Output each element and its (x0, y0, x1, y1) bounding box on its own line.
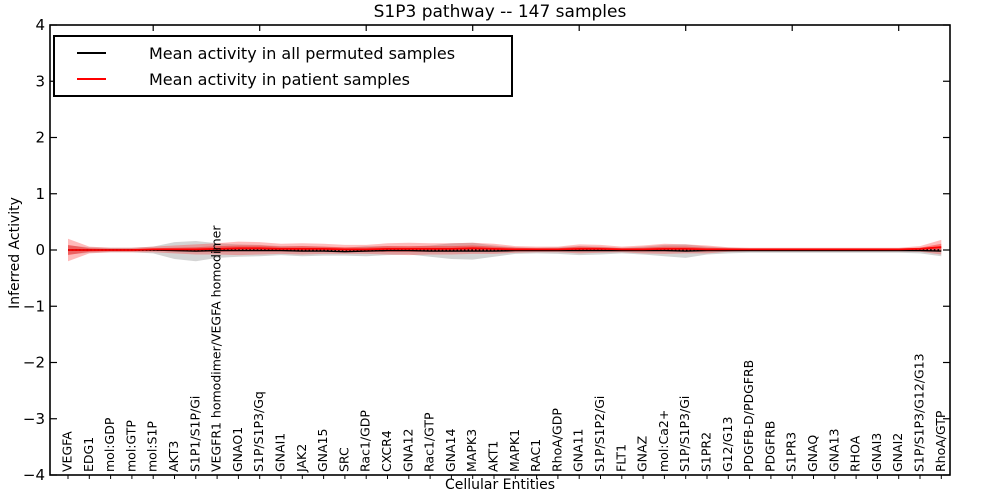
x-tick-label: S1P/S1P3/G12/G13 (912, 353, 927, 472)
x-tick-label: AKT3 (166, 441, 181, 472)
series-line-layer (68, 246, 942, 253)
x-tick-label: Rac1/GDP (358, 410, 373, 472)
x-tick-label: S1P1/S1P/Gi (187, 396, 202, 472)
x-tick-label: GNAI3 (869, 433, 884, 472)
x-tick-label: GNAQ (805, 435, 820, 472)
x-tick-label: GNA12 (400, 429, 415, 473)
legend-box: Mean activity in all permuted samples Me… (53, 35, 513, 97)
y-tick-label: 3 (35, 72, 45, 90)
x-tick-label: GNAZ (635, 436, 650, 472)
x-tick-label: MAPK3 (464, 429, 479, 472)
x-tick-label: G12/G13 (720, 417, 735, 472)
x-tick-label: RAC1 (528, 439, 543, 472)
permuted-line-swatch (77, 52, 106, 54)
x-tick-label: GNA13 (826, 429, 841, 473)
y-tick-label: −1 (23, 297, 45, 315)
y-tick-label: −3 (23, 410, 45, 428)
x-tick-label: FLT1 (613, 444, 628, 472)
patient-line-swatch (77, 78, 106, 80)
x-tick-label: mol:S1P (145, 421, 160, 472)
legend-entry-permuted: Mean activity in all permuted samples (55, 40, 511, 66)
x-axis-label: Cellular Entities (444, 477, 556, 493)
x-tick-label: GNAO1 (230, 427, 245, 472)
x-tick-label: MAPK1 (507, 429, 522, 472)
x-tick-label: VEGFR1 homodimer/VEGFA homodimer (209, 225, 224, 472)
x-tick-label: PDGFRB (762, 421, 777, 472)
x-tick-label: AKT1 (486, 441, 501, 472)
x-tick-label: JAK2 (294, 444, 309, 473)
x-tick-label: GNA15 (315, 429, 330, 473)
y-tick-label: 0 (35, 241, 45, 259)
x-tick-label: S1P/S1P2/Gi (592, 396, 607, 472)
x-tick-labels: VEGFA EDG1 mol:GDP mol:GTP mol:S1P AKT3 S1P1/S… (60, 225, 948, 473)
legend-entry-patient: Mean activity in patient samples (55, 66, 511, 92)
y-tick-label: 1 (35, 185, 45, 203)
permuted-mean-line (68, 249, 942, 253)
legend-label-patient: Mean activity in patient samples (149, 69, 410, 89)
x-tick-label: S1PR2 (699, 432, 714, 472)
y-tick-label: −4 (23, 466, 45, 484)
x-tick-label: GNA14 (443, 428, 458, 472)
x-tick-label: GNAI1 (273, 433, 288, 472)
x-tick-label: VEGFA (60, 431, 75, 472)
x-tick-label: CXCR4 (379, 430, 394, 472)
patient-mean-line (68, 246, 942, 251)
x-tick-label: S1P/S1P3/Gq (251, 391, 266, 472)
x-tick-label: mol:GDP (102, 417, 117, 472)
x-tick-label: EDG1 (81, 437, 96, 472)
x-tick-label: GNAI2 (890, 433, 905, 472)
x-tick-label: RhoA/GDP (549, 408, 564, 472)
x-tick-label: RhoA/GTP (933, 410, 948, 472)
x-tick-label: S1P/S1P3/Gi (677, 396, 692, 472)
x-tick-label: GNA11 (571, 429, 586, 473)
legend-label-permuted: Mean activity in all permuted samples (149, 43, 456, 63)
y-tick-labels: 4 3 2 1 0 −1 −2 −3 −4 (23, 16, 45, 484)
y-axis-label: Inferred Activity (7, 197, 23, 309)
x-tick-label: Rac1/GTP (422, 412, 437, 472)
y-tick-label: 4 (35, 16, 45, 34)
y-tick-label: −2 (23, 354, 45, 372)
x-tick-label: mol:GTP (123, 420, 138, 472)
y-tick-label: 2 (35, 129, 45, 147)
chart-title: S1P3 pathway -- 147 samples (373, 2, 627, 22)
x-tick-label: S1PR3 (784, 432, 799, 472)
x-tick-label: RHOA (848, 435, 863, 472)
x-tick-label: SRC (336, 447, 351, 472)
x-tick-label: mol:Ca2+ (656, 410, 671, 472)
x-tick-label: PDGFB-D/PDGFRB (741, 360, 756, 472)
axis-tick-layer (50, 24, 950, 479)
